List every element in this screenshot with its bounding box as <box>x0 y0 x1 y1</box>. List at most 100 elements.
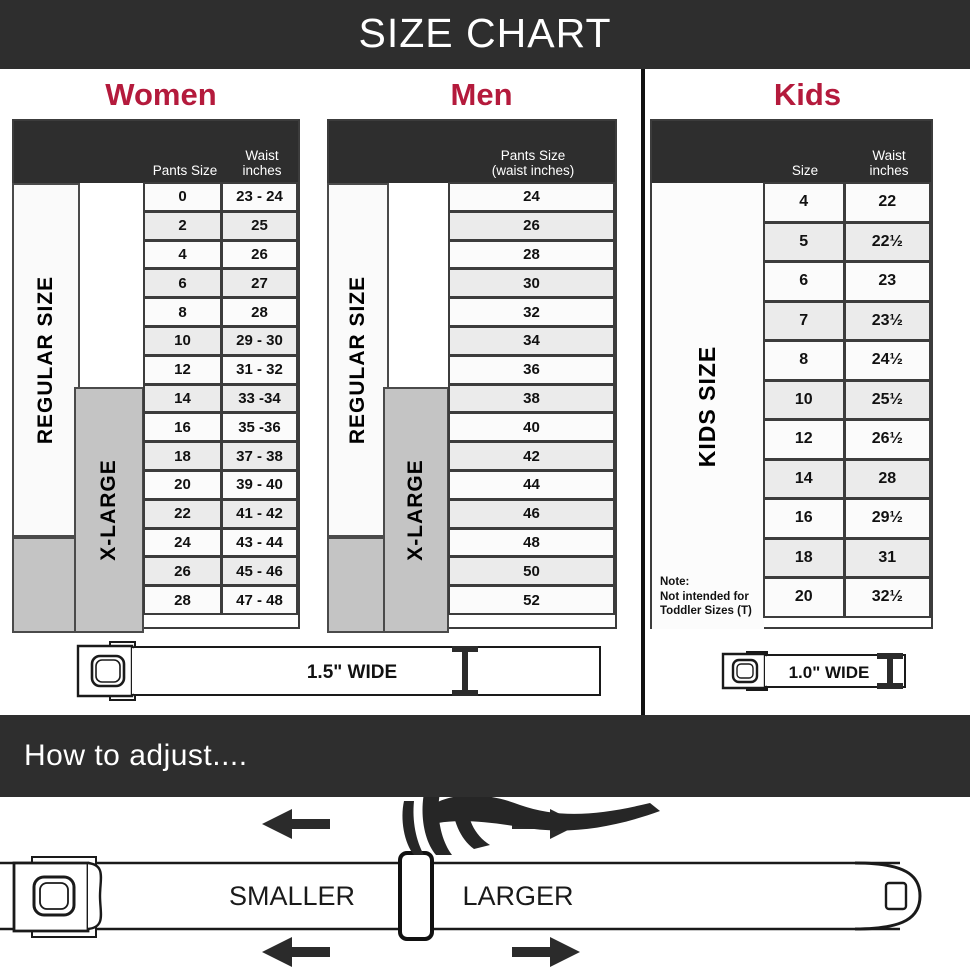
women-cell-pants-size: 2 <box>143 210 222 241</box>
women-band-regular-size: REGULAR SIZE <box>12 183 80 537</box>
men-cell-pants-size: 32 <box>448 297 615 327</box>
kids-note-line1: Note: <box>660 575 690 588</box>
men-cell-pants-size: 28 <box>448 239 615 270</box>
kids-cell-waist: 22½ <box>843 221 931 262</box>
women-cell-pants-size: 0 <box>143 182 222 212</box>
men-table-wrap: Pants Size (waist inches) REGULAR SIZE X… <box>322 119 641 715</box>
kids-belt-width-dimension-marker <box>877 653 903 689</box>
women-col-header-pants-size: Pants Size <box>152 162 218 178</box>
adult-belt-illustration: 1.5" WIDE <box>0 628 645 718</box>
men-cell-pants-size: 44 <box>448 469 615 500</box>
kids-cell-waist: 28 <box>843 458 931 499</box>
kids-cell-size: 5 <box>763 221 845 262</box>
table-row: 4 22 <box>763 182 931 223</box>
kids-cell-waist: 31 <box>843 537 931 578</box>
women-cell-waist: 23 - 24 <box>220 182 298 212</box>
kids-belt-width-label: 1.0" WIDE <box>789 663 870 682</box>
men-cell-pants-size: 24 <box>448 182 615 212</box>
table-row: 50 <box>448 556 615 587</box>
women-cell-waist: 37 - 38 <box>220 441 298 471</box>
kids-cell-waist: 23 <box>843 261 931 302</box>
kids-table-wrap: Size Waist inches KIDS SIZE Note: Not in… <box>645 119 970 715</box>
table-row: 16 35 -36 <box>143 412 298 443</box>
women-cell-pants-size: 12 <box>143 354 222 385</box>
women-cell-waist: 26 <box>220 239 298 270</box>
men-cell-pants-size: 36 <box>448 354 615 385</box>
women-size-table: Pants Size Waist inches REGULAR SIZE X-L… <box>12 119 300 633</box>
table-row: 34 <box>448 325 615 356</box>
women-cell-pants-size: 18 <box>143 441 222 471</box>
table-row: 30 <box>448 268 615 299</box>
table-row: 46 <box>448 498 615 529</box>
adjust-belt-svg: SMALLER LARGER <box>0 793 922 967</box>
kids-cell-waist: 23½ <box>843 300 931 341</box>
arrow-right-bottom <box>512 937 580 967</box>
women-cell-pants-size: 16 <box>143 412 222 443</box>
table-row: 52 <box>448 585 615 615</box>
kids-note: Note: Not intended for Toddler Sizes (T) <box>660 575 752 619</box>
table-row: 2 25 <box>143 210 298 241</box>
women-cell-waist: 28 <box>220 297 298 327</box>
kids-cell-size: 14 <box>763 458 845 499</box>
kids-cell-waist: 29½ <box>843 498 931 539</box>
panel-kids: Kids Size Waist inches KIDS SIZE No <box>645 69 970 715</box>
women-col-header-waist-line2: inches <box>242 162 282 178</box>
women-cell-waist: 27 <box>220 268 298 299</box>
men-size-table: Pants Size (waist inches) REGULAR SIZE X… <box>327 119 617 633</box>
kids-data-columns: 4 22 5 22½ 6 23 7 23½ 8 24½ 10 25½ 12 26½ 14 28 16 29½ 18 3… <box>763 182 931 627</box>
men-data-columns: 24 26 28 30 32 34 36 38 40 42 44 46 48 50 52 <box>448 182 615 627</box>
women-band-xlarge: X-LARGE <box>74 387 144 633</box>
men-band-xlarge-label: X-LARGE <box>404 459 427 561</box>
kids-cell-size: 18 <box>763 537 845 578</box>
arrow-left-bottom <box>262 937 330 967</box>
women-table-header: Pants Size Waist inches <box>14 121 298 183</box>
men-cell-pants-size: 34 <box>448 325 615 356</box>
women-cell-waist: 41 - 42 <box>220 498 298 529</box>
men-cell-pants-size: 38 <box>448 383 615 414</box>
table-row: 26 45 - 46 <box>143 556 298 587</box>
women-cell-waist: 47 - 48 <box>220 585 298 615</box>
table-row: 16 29½ <box>763 498 931 539</box>
kids-note-line3: Toddler Sizes (T) <box>660 605 752 618</box>
category-title-women: Women <box>105 77 217 112</box>
kids-size-table: Size Waist inches KIDS SIZE Note: Not in… <box>650 119 933 629</box>
kids-note-line2: Not intended for <box>660 590 749 603</box>
men-table-header: Pants Size (waist inches) <box>329 121 615 183</box>
women-cell-pants-size: 22 <box>143 498 222 529</box>
women-cell-waist: 25 <box>220 210 298 241</box>
men-cell-pants-size: 26 <box>448 210 615 241</box>
table-row: 26 <box>448 210 615 241</box>
kids-cell-size: 7 <box>763 300 845 341</box>
men-cell-pants-size: 48 <box>448 527 615 558</box>
kids-cell-waist: 32½ <box>843 577 931 618</box>
table-row: 8 28 <box>143 297 298 327</box>
adult-belt-svg: 1.5" WIDE <box>76 641 601 701</box>
kids-belt-illustration: 1.0" WIDE <box>649 628 970 718</box>
kids-band-size: KIDS SIZE <box>652 183 764 629</box>
men-cell-pants-size: 46 <box>448 498 615 529</box>
men-band-regular-size: REGULAR SIZE <box>327 183 389 537</box>
adult-belt-width-label: 1.5" WIDE <box>307 662 397 683</box>
kids-belt-svg: 1.0" WIDE <box>721 651 906 691</box>
women-band-xlarge-label: X-LARGE <box>97 459 120 561</box>
kids-col-header-waist-line2: inches <box>869 162 909 178</box>
kids-col-header-waist-line1: Waist <box>872 147 906 163</box>
table-row: 14 28 <box>763 458 931 499</box>
kids-cell-waist: 26½ <box>843 419 931 460</box>
kids-band-label: KIDS SIZE <box>694 345 721 467</box>
kids-cell-size: 4 <box>763 182 845 223</box>
larger-label: LARGER <box>462 881 573 911</box>
kids-col-header-size: Size <box>791 162 819 178</box>
table-row: 4 26 <box>143 239 298 270</box>
panel-men: Men Pants Size (waist inches) REGULAR SI… <box>322 69 645 715</box>
table-row: 12 31 - 32 <box>143 354 298 385</box>
women-cell-waist: 39 - 40 <box>220 469 298 500</box>
women-table-wrap: Pants Size Waist inches REGULAR SIZE X-L… <box>0 119 322 715</box>
women-data-columns: 0 23 - 24 2 25 4 26 6 27 8 28 10 29 - 30 12 31 - 32 14… <box>143 182 298 627</box>
women-cell-waist: 45 - 46 <box>220 556 298 587</box>
table-row: 18 31 <box>763 537 931 578</box>
men-band-xlarge-lower-fill <box>327 537 389 633</box>
women-cell-pants-size: 4 <box>143 239 222 270</box>
category-title-men: Men <box>450 77 513 112</box>
